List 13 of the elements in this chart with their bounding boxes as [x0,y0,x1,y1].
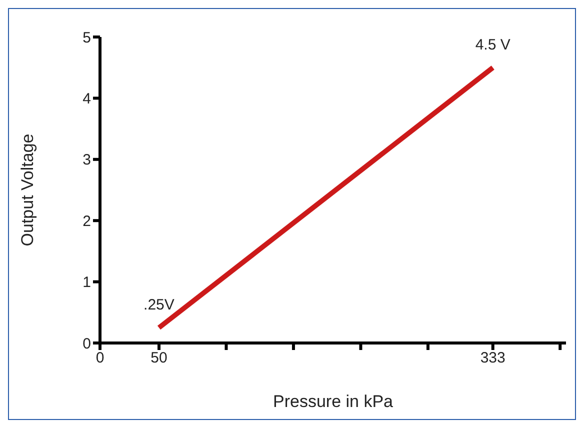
x-tick-label: 50 [150,350,168,367]
y-tick-label: 1 [82,274,91,292]
annotation: 4.5 V [475,36,510,54]
x-tick-label: 333 [480,350,506,367]
annotation: .25V [144,296,174,314]
y-tick-label: 0 [82,335,91,352]
y-axis-title: Output Voltage [18,134,38,246]
y-tick-label: 3 [82,152,91,169]
x-tick-label: 0 [96,350,104,367]
y-tick-label: 2 [82,212,91,230]
y-tick-label: 4 [82,90,91,108]
x-axis-title: Pressure in kPa [273,392,394,411]
y-tick-label: 5 [82,29,91,46]
